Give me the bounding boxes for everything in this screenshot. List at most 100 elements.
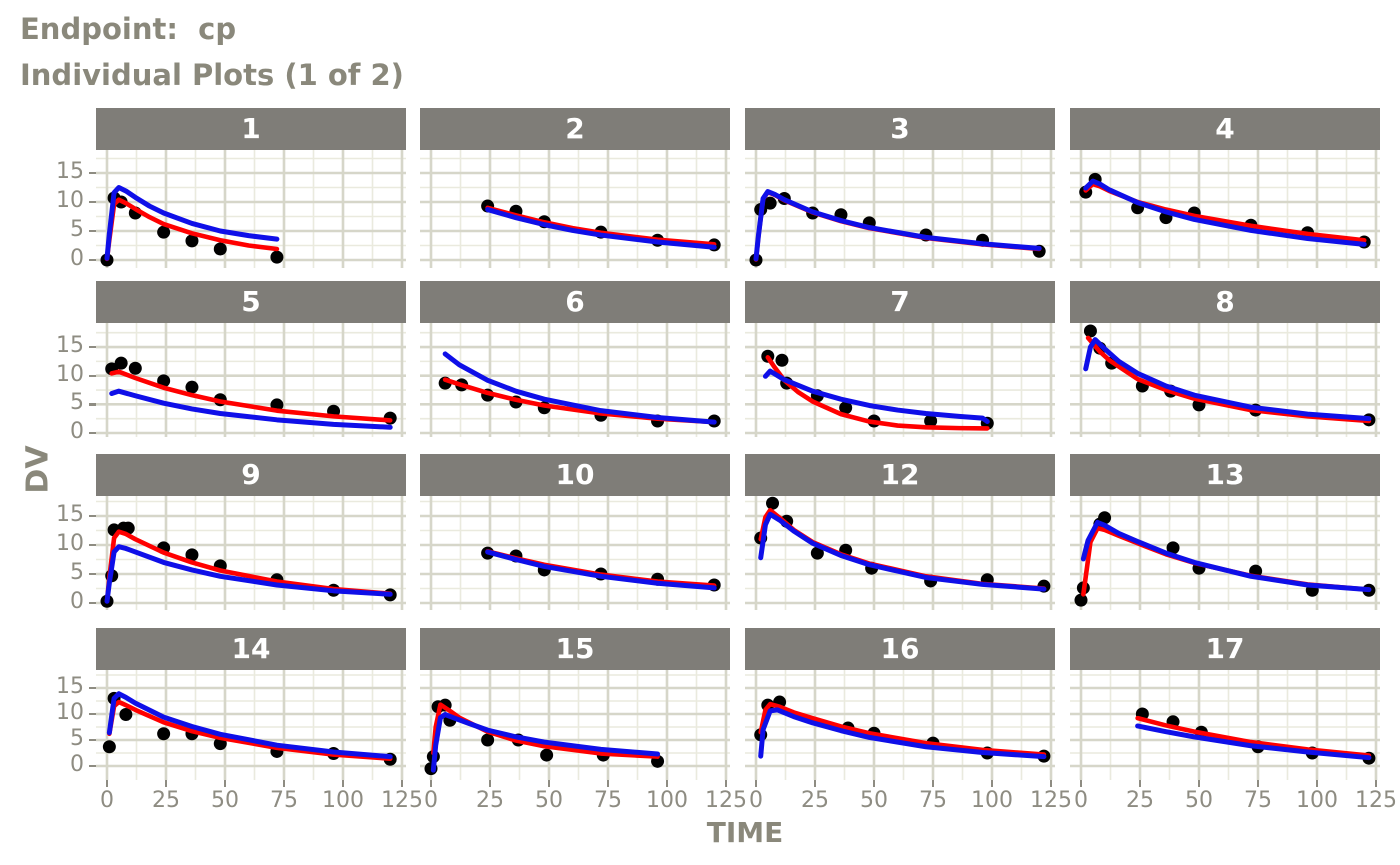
facet-plot-area [96,323,406,437]
facet-plot-area [1070,150,1380,268]
x-tick-label: 25 [152,788,180,813]
x-tick-label: 125 [1030,788,1072,813]
y-tick-label: 5 [70,390,84,416]
y-tick-label: 15 [56,333,84,359]
facet-strip-label: 4 [1070,108,1380,150]
pred-line [442,351,717,425]
facet-panel-7: 7 [745,281,1055,437]
y-tick-mark [89,172,96,175]
x-tick-mark [754,780,758,787]
observed-point [766,496,780,510]
facet-plot-area [96,670,406,780]
y-tick-mark [89,403,96,406]
facet-plot-area [745,323,1055,437]
facet-plot-area [96,150,406,268]
facet-plot-area [745,496,1055,610]
facet-strip-label: 5 [96,281,406,323]
x-tick-label: 50 [860,788,888,813]
endpoint-title: Endpoint: cp [20,12,237,46]
facet-strip-label: 2 [420,108,730,150]
facet-panel-1: 1 0 5 10 15 [56,108,406,271]
y-tick-label: 10 [56,700,84,725]
facet-panel-13: 13 [1070,454,1380,610]
x-tick-label: 75 [1244,788,1272,813]
x-tick-label: 50 [535,788,563,813]
observed-point [157,225,171,239]
x-tick-mark [990,780,994,787]
x-tick-label: 125 [381,788,423,813]
pred-line [485,207,717,250]
pred-line [753,189,1042,262]
y-tick-mark [89,713,96,716]
observed-point [213,242,227,256]
observed-point [270,250,284,264]
facet-plot-area [1070,323,1380,437]
y-tick-mark [89,259,96,262]
facet-panel-17: 17 0 25 50 75 100 125 [1070,628,1397,813]
facet-panel-4: 4 [1070,108,1380,268]
observed-point [810,546,824,560]
observed-point [102,740,116,754]
x-tick-label: 75 [270,788,298,813]
facet-plot-area [96,496,406,610]
observed-point [775,353,789,367]
y-tick-label: 0 [70,589,84,614]
pred-line [1080,519,1372,593]
facet-panel-16: 16 0 25 50 75 100 125 [745,628,1072,813]
pred-line [104,544,393,604]
observed-point [128,361,142,375]
facet-strip-label: 12 [745,454,1055,496]
facet-panel-2: 2 [420,108,730,268]
facet-plot-area [420,670,730,780]
x-tick-label: 100 [971,788,1013,813]
x-tick-mark [1374,780,1378,787]
y-tick-mark [89,432,96,435]
y-tick-label: 0 [70,752,84,777]
x-tick-mark [813,780,817,787]
x-tick-mark [1197,780,1201,787]
y-tick-label: 10 [56,361,84,387]
observed-point [185,234,199,248]
x-tick-mark [282,780,286,787]
facet-strip-label: 9 [96,454,406,496]
pred-line [1083,178,1367,247]
x-tick-label: 50 [211,788,239,813]
x-tick-label: 25 [476,788,504,813]
facet-plot-area [745,150,1055,268]
facet-strip-label: 8 [1070,281,1380,323]
x-tick-label: 25 [801,788,829,813]
facet-plot-area [420,323,730,437]
observed-point [763,196,777,210]
facet-panel-15: 15 0 25 50 75 100 125 [420,628,747,813]
y-tick-label: 5 [70,217,84,242]
x-tick-mark [1138,780,1142,787]
y-tick-label: 10 [56,531,84,556]
y-tick-mark [89,602,96,605]
ipred-line [109,369,393,423]
y-axis-label: DV [20,445,56,494]
facet-plot-area [745,670,1055,780]
y-tick-label: 15 [56,502,84,527]
observed-point [1098,511,1112,525]
facet-plot-area [420,150,730,268]
x-tick-mark [547,780,551,787]
y-tick-label: 10 [56,188,84,213]
observed-point [1074,593,1088,607]
x-tick-mark [105,780,109,787]
observed-point [540,748,554,762]
x-tick-mark [488,780,492,787]
facet-strip-label: 14 [96,628,406,670]
y-tick-mark [89,374,96,378]
facet-panel-8: 8 [1070,281,1380,437]
ipred-line [758,701,1047,757]
x-tick-label: 100 [322,788,364,813]
observed-point [119,708,133,722]
y-tick-mark [89,515,96,518]
pred-line [1083,337,1372,422]
page-subtitle: Individual Plots (1 of 2) [20,58,404,92]
observed-point [1083,324,1097,338]
facet-strip-label: 7 [745,281,1055,323]
y-tick-mark [89,765,96,768]
y-tick-label: 5 [70,726,84,751]
pred-line [758,707,1047,760]
